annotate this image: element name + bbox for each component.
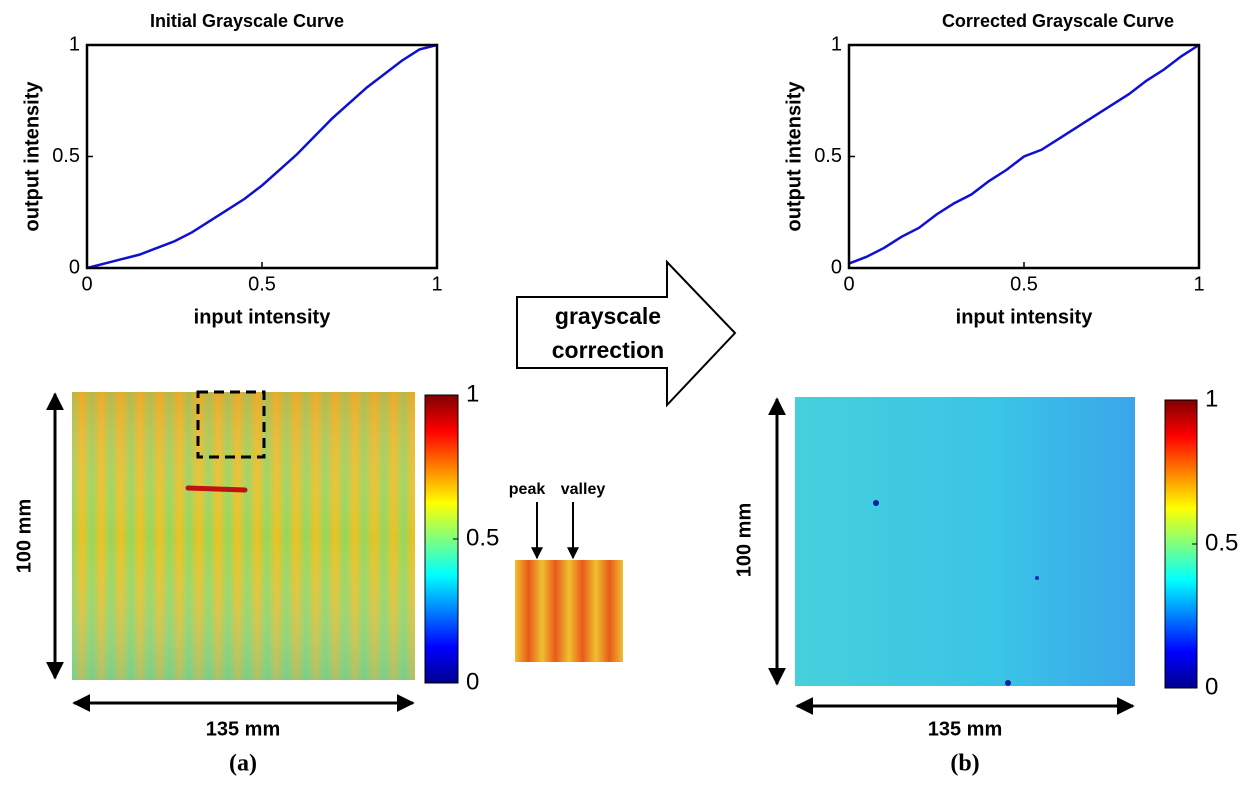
y-tick-label: 0.5 — [52, 145, 80, 167]
defect — [185, 485, 248, 493]
chart-title: Initial Grayscale Curve — [150, 11, 344, 31]
colorbar-tick-label: 0.5 — [1205, 529, 1238, 556]
y-axis-label: output intensity — [21, 81, 43, 232]
colorbar-tick-label: 0.5 — [466, 524, 499, 551]
y-tick-label: 0.5 — [814, 145, 842, 167]
colorbar-tick-label: 1 — [1205, 385, 1218, 412]
inset-label: peak — [509, 481, 546, 498]
height-label: 100 mm — [733, 503, 755, 578]
width-label: 135 mm — [206, 718, 281, 740]
x-tick-label: 1 — [1193, 273, 1204, 295]
y-tick-label: 0 — [831, 256, 842, 278]
panel-label: (b) — [950, 751, 979, 777]
plot-frame — [85, 43, 439, 270]
inset-image — [515, 560, 623, 662]
chart-title: Corrected Grayscale Curve — [942, 11, 1174, 31]
plot-frame — [847, 43, 1201, 270]
arrow-label: grayscale — [555, 303, 661, 329]
colorbar-tick-label: 0 — [466, 668, 479, 695]
y-axis-label: output intensity — [783, 81, 805, 232]
x-axis-label: input intensity — [956, 306, 1094, 328]
x-tick-label: 0 — [843, 273, 854, 295]
colorbar-tick-label: 0 — [1205, 673, 1218, 700]
colorbar — [424, 394, 459, 684]
y-tick-label: 1 — [69, 33, 80, 55]
curve — [848, 43, 1200, 265]
zoom-box — [196, 390, 266, 459]
x-tick-label: 0 — [81, 273, 92, 295]
correction-arrow — [516, 259, 737, 408]
speck — [1005, 680, 1011, 686]
curve — [86, 43, 438, 270]
image-b — [795, 397, 1135, 686]
inset-label: valley — [561, 481, 606, 498]
speck — [873, 500, 879, 506]
colorbar — [1164, 399, 1198, 689]
colorbar-tick-label: 1 — [466, 380, 479, 407]
x-tick-label: 0.5 — [248, 273, 276, 295]
x-tick-label: 1 — [431, 273, 442, 295]
x-tick-label: 0.5 — [1010, 273, 1038, 295]
arrow-label: correction — [552, 337, 664, 363]
speck — [1035, 576, 1039, 580]
height-label: 100 mm — [13, 499, 35, 574]
y-tick-label: 1 — [831, 33, 842, 55]
image-shade — [72, 392, 415, 680]
x-axis-label: input intensity — [194, 306, 332, 328]
y-tick-label: 0 — [69, 256, 80, 278]
width-label: 135 mm — [928, 718, 1003, 740]
panel-label: (a) — [229, 751, 257, 777]
